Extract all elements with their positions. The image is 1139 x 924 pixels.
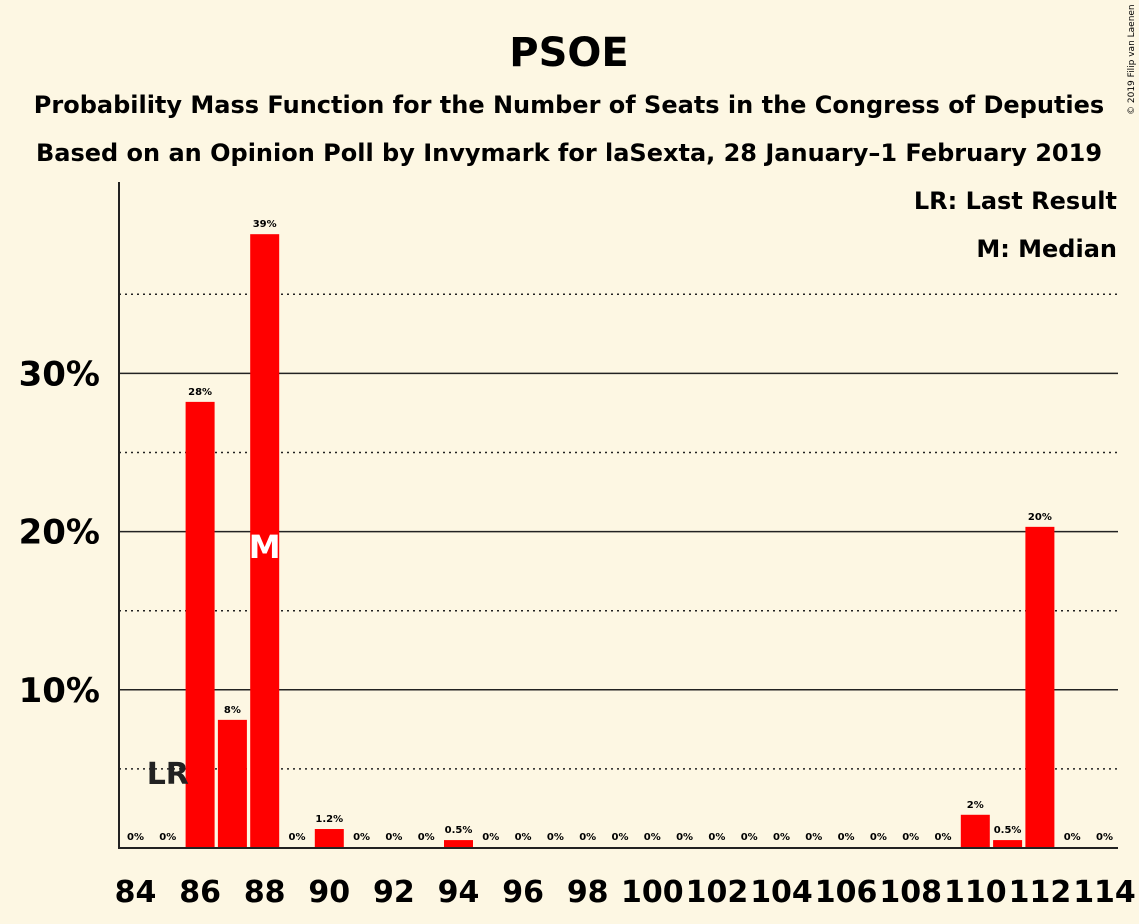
bar-value-label: 0% bbox=[353, 832, 370, 843]
y-tick-label: 20% bbox=[19, 513, 100, 553]
bar-value-label: 0.5% bbox=[994, 825, 1022, 836]
bar-value-label: 0.5% bbox=[445, 825, 473, 836]
bar bbox=[993, 840, 1023, 848]
bar-value-label: 0% bbox=[676, 832, 693, 843]
bar-value-label: 0% bbox=[870, 832, 887, 843]
bar-value-label: 0% bbox=[708, 832, 725, 843]
legend-last-result: LR: Last Result bbox=[914, 187, 1117, 215]
x-tick-label: 84 bbox=[115, 875, 157, 910]
bar-value-label: 0% bbox=[741, 832, 758, 843]
bar-value-label: 0% bbox=[579, 832, 596, 843]
bar bbox=[314, 829, 344, 848]
bar-value-label: 0% bbox=[289, 832, 306, 843]
bar-value-label: 28% bbox=[188, 387, 212, 398]
bar-value-label: 0% bbox=[515, 832, 532, 843]
median-marker: M bbox=[249, 528, 281, 566]
bar bbox=[250, 234, 280, 848]
bar-value-label: 0% bbox=[547, 832, 564, 843]
gridlines bbox=[119, 293, 1118, 770]
chart-subtitle-line-1: Probability Mass Function for the Number… bbox=[34, 91, 1104, 119]
copyright-note: © 2019 Filip van Laenen bbox=[1127, 4, 1137, 115]
bar-value-label: 0% bbox=[644, 832, 661, 843]
last-result-marker: LR bbox=[147, 757, 189, 792]
x-tick-label: 96 bbox=[502, 875, 544, 910]
bar-value-label: 0% bbox=[1096, 832, 1113, 843]
bar bbox=[444, 840, 473, 848]
bar-value-label: 0% bbox=[159, 832, 176, 843]
bar bbox=[1025, 526, 1055, 848]
bar-value-label: 0% bbox=[773, 832, 790, 843]
x-tick-label: 90 bbox=[308, 875, 350, 910]
x-tick-label: 108 bbox=[879, 875, 942, 910]
x-tick-label: 106 bbox=[815, 875, 878, 910]
x-tick-label: 104 bbox=[750, 875, 813, 910]
bar-value-labels: 0% 0% 28% 8% 39% 0% 1.2% 0% 0% 0% 0.5% 0% 0% 0% 0% 0% 0%… bbox=[127, 219, 1113, 843]
x-tick-label: 100 bbox=[621, 875, 684, 910]
y-axis-ticks: 10% 20% 30% bbox=[19, 354, 100, 710]
bar-value-label: 0% bbox=[418, 832, 435, 843]
bar-value-label: 0% bbox=[935, 832, 952, 843]
bar-value-label: 0% bbox=[482, 832, 499, 843]
bar-value-label: 0% bbox=[612, 832, 629, 843]
x-tick-label: 112 bbox=[1009, 875, 1072, 910]
x-tick-label: 88 bbox=[244, 875, 286, 910]
chart-title: PSOE bbox=[509, 30, 628, 76]
bar-value-label: 0% bbox=[838, 832, 855, 843]
bar-value-label: 0% bbox=[805, 832, 822, 843]
bar bbox=[217, 719, 247, 848]
x-tick-label: 114 bbox=[1073, 875, 1136, 910]
legend-median: M: Median bbox=[976, 235, 1117, 263]
bar-value-label: 39% bbox=[253, 219, 277, 230]
x-tick-label: 110 bbox=[944, 875, 1007, 910]
y-tick-label: 30% bbox=[19, 354, 100, 394]
bar-value-label: 0% bbox=[1064, 832, 1081, 843]
bar-value-label: 0% bbox=[385, 832, 402, 843]
x-tick-label: 94 bbox=[438, 875, 480, 910]
bar-value-label: 8% bbox=[224, 705, 241, 716]
x-tick-label: 92 bbox=[373, 875, 415, 910]
bar bbox=[185, 401, 215, 848]
x-tick-label: 102 bbox=[686, 875, 749, 910]
bars bbox=[185, 234, 1055, 848]
y-tick-label: 10% bbox=[19, 671, 100, 711]
bar bbox=[960, 814, 990, 848]
bar-value-label: 20% bbox=[1028, 512, 1052, 523]
bar-value-label: 0% bbox=[127, 832, 144, 843]
bar-value-label: 2% bbox=[967, 800, 984, 811]
bar-value-label: 1.2% bbox=[315, 814, 343, 825]
chart-subtitle-line-2: Based on an Opinion Poll by Invymark for… bbox=[36, 139, 1102, 167]
x-axis-ticks: 84 86 88 90 92 94 96 98 100 102 104 106 108 110 112 114 bbox=[115, 875, 1136, 910]
x-tick-label: 98 bbox=[567, 875, 609, 910]
bar-value-label: 0% bbox=[902, 832, 919, 843]
x-tick-label: 86 bbox=[179, 875, 221, 910]
